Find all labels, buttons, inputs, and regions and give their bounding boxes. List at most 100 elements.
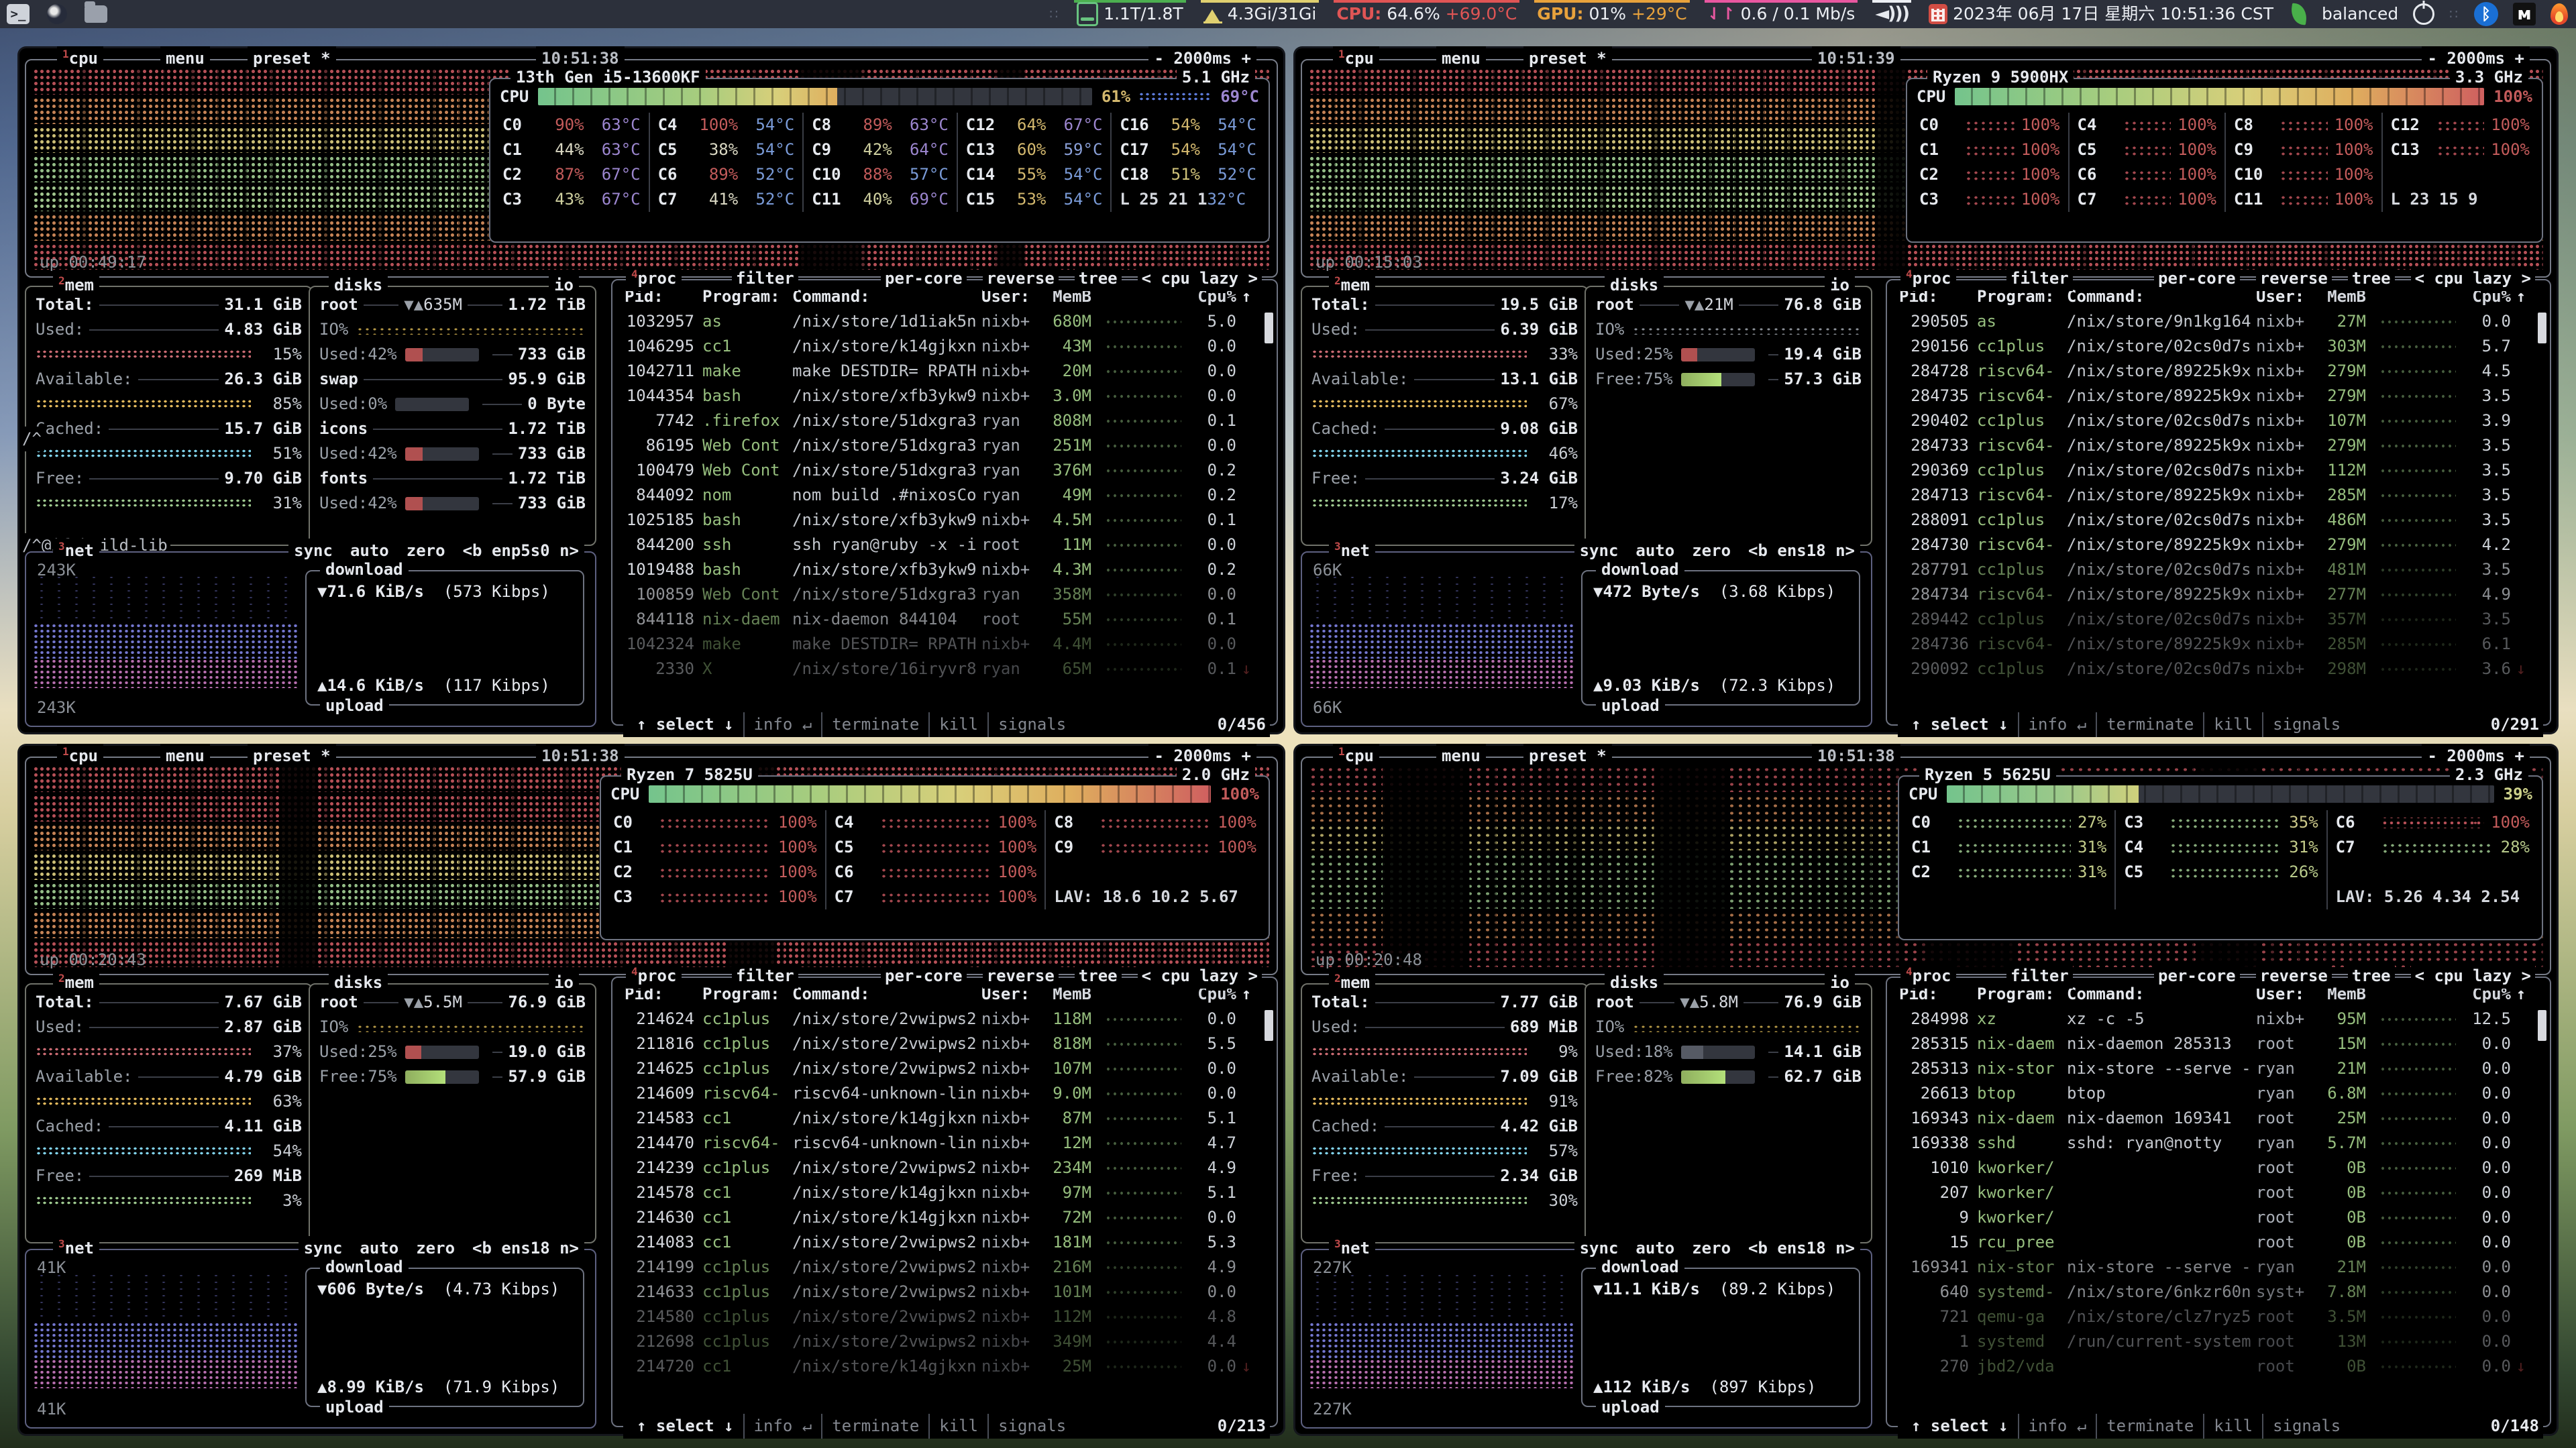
process-row[interactable]: 284728 riscv64- /nix/store/89225k9x nixb+ 27… xyxy=(1887,359,2550,384)
iface-prev-button[interactable]: <b xyxy=(462,541,492,560)
iface-prev-button[interactable]: <b xyxy=(1748,1239,1778,1258)
sort-next-button[interactable]: > xyxy=(1238,966,1258,985)
sort-next-button[interactable]: > xyxy=(2512,269,2531,288)
process-row[interactable]: 290505 as/nix/store/9n1kg164 nixb+ 27M 0.0 xyxy=(1887,309,2550,334)
process-row[interactable]: 284735 riscv64- /nix/store/89225k9x nixb+ 27… xyxy=(1887,384,2550,408)
process-row[interactable]: 169343 nix-daem nix-daemon 169341 root 25M 0.… xyxy=(1887,1106,2550,1131)
interval-minus-button[interactable]: - xyxy=(1154,746,1174,765)
proc-filter-button[interactable]: filter xyxy=(732,964,798,989)
io-mode-tab[interactable]: io xyxy=(549,273,579,298)
process-row[interactable]: 214083 cc1/nix/store/2vwipws2 nixb+ 181M 5.3 xyxy=(612,1230,1277,1255)
cpu-indicator[interactable]: CPU: 64.6% +69.0°C xyxy=(1334,0,1520,28)
process-row[interactable]: 721 qemu-ga/nix/store/clz7ryz5 root 3.5M 0.0 xyxy=(1887,1304,2550,1329)
process-row[interactable]: 212698 cc1plus/nix/store/2vwipws2 nixb+ 349… xyxy=(612,1329,1277,1354)
process-row[interactable]: 26613 btop btop ryan 6.8M 0.0 xyxy=(1887,1081,2550,1106)
process-row[interactable]: 100479 Web Cont/nix/store/51dxgra3 ryan 376… xyxy=(612,458,1277,483)
process-row[interactable]: 214580 cc1plus/nix/store/2vwipws2 nixb+ 112… xyxy=(612,1304,1277,1329)
process-row[interactable]: 284734 riscv64- /nix/store/89225k9x nixb+ 27… xyxy=(1887,582,2550,607)
clock-indicator[interactable]: 2023年 06月 17日 星期六 10:51:36 CST xyxy=(1926,0,2276,28)
process-row[interactable]: 1042324 make make DESTDIR= RPATH nixb+ 4.4M 0… xyxy=(612,632,1277,657)
sort-next-button[interactable]: > xyxy=(1238,269,1258,288)
process-row[interactable]: 7742 .firefox/nix/store/51dxgra3 ryan 808M 0… xyxy=(612,408,1277,433)
process-row[interactable]: 2330 X/nix/store/16iryvr8 ryan 65M 0.1 ↓ xyxy=(612,657,1277,681)
iface-prev-button[interactable]: <b xyxy=(1748,541,1778,560)
process-row[interactable]: 1042711 make make DESTDIR= RPATH nixb+ 20M 0.… xyxy=(612,359,1277,384)
info-action[interactable]: info ↵ xyxy=(743,712,822,737)
signals-action[interactable]: signals xyxy=(987,712,1075,737)
interval-plus-button[interactable]: + xyxy=(2505,746,2524,765)
volume-indicator[interactable]: ◄))) xyxy=(1872,0,1911,28)
process-row[interactable]: 214633 cc1plus/nix/store/2vwipws2 nixb+ 101… xyxy=(612,1280,1277,1304)
orb-icon[interactable] xyxy=(47,4,67,24)
process-row[interactable]: 284736 riscv64- /nix/store/89225k9x nixb+ 28… xyxy=(1887,632,2550,657)
process-row[interactable]: 290402 cc1plus/nix/store/02cs0d7s nixb+ 107… xyxy=(1887,408,2550,433)
process-row[interactable]: 15 rcu_pree root 0B 0.0 xyxy=(1887,1230,2550,1255)
proc-filter-button[interactable]: filter xyxy=(2006,266,2073,291)
net-interface-switcher[interactable]: <b ens18 n> xyxy=(472,1236,579,1261)
net-interface-switcher[interactable]: <b ens18 n> xyxy=(1748,1236,1855,1261)
process-row[interactable]: 214199 cc1plus/nix/store/2vwipws2 nixb+ 216… xyxy=(612,1255,1277,1280)
io-mode-tab[interactable]: io xyxy=(1825,970,1855,995)
proc-reverse-toggle[interactable]: reverse xyxy=(2255,964,2332,989)
folder-icon[interactable] xyxy=(85,1,107,23)
proc-sort-selector[interactable]: < cpu lazy > xyxy=(2410,266,2535,291)
proc-percore-toggle[interactable]: per-core xyxy=(2153,964,2240,989)
select-action[interactable]: ↑ select ↓ xyxy=(1902,712,2018,737)
process-row[interactable]: 290369 cc1plus/nix/store/02cs0d7s nixb+ 112… xyxy=(1887,458,2550,483)
net-auto-toggle[interactable]: auto xyxy=(1635,539,1674,563)
network-rate-indicator[interactable]: ⇃↾ 0.6 / 0.1 Mb/s xyxy=(1704,0,1858,28)
sort-prev-button[interactable]: < xyxy=(1141,966,1161,985)
preset-tab-tr[interactable]: preset * xyxy=(1523,46,1612,71)
interval-plus-button[interactable]: + xyxy=(1232,49,1251,68)
iface-next-button[interactable]: n> xyxy=(1825,1239,1855,1258)
process-row[interactable]: 100859 Web Cont/nix/store/51dxgra3 ryan 358… xyxy=(612,582,1277,607)
proc-percore-toggle[interactable]: per-core xyxy=(880,964,967,989)
flame-icon[interactable] xyxy=(2551,3,2568,25)
proc-percore-toggle[interactable]: per-core xyxy=(2153,266,2240,291)
proc-filter-button[interactable]: filter xyxy=(2006,964,2073,989)
proc-scrollbar-thumb[interactable] xyxy=(1265,1010,1273,1041)
process-row[interactable]: 285313 nix-stor nix-store --serve - ryan 21M… xyxy=(1887,1056,2550,1081)
sort-next-button[interactable]: > xyxy=(2512,966,2531,985)
process-row[interactable]: 284998 xz xz -c -5 nixb+ 95M 12.5 xyxy=(1887,1007,2550,1032)
process-row[interactable]: 287791 cc1plus/nix/store/02cs0d7s nixb+ 481… xyxy=(1887,557,2550,582)
iface-prev-button[interactable]: <b xyxy=(472,1239,502,1258)
net-zero-toggle[interactable]: zero xyxy=(1692,1236,1731,1261)
proc-scrollbar-thumb[interactable] xyxy=(2538,313,2546,343)
interval-minus-button[interactable]: - xyxy=(2427,49,2447,68)
sort-prev-button[interactable]: < xyxy=(1141,269,1161,288)
net-auto-toggle[interactable]: auto xyxy=(360,1236,398,1261)
proc-reverse-toggle[interactable]: reverse xyxy=(982,266,1059,291)
disk-usage-indicator[interactable]: 1.1T/1.8T xyxy=(1074,0,1187,28)
proc-tree-toggle[interactable]: tree xyxy=(1074,266,1122,291)
menu-tab-tl[interactable]: menu xyxy=(160,46,210,71)
io-mode-tab[interactable]: io xyxy=(549,970,579,995)
process-row[interactable]: 9 kworker/root 0B 0.0 xyxy=(1887,1205,2550,1230)
process-row[interactable]: 169338 sshd sshd: ryan@notty ryan 5.7M 0.0 xyxy=(1887,1131,2550,1156)
net-sync-toggle[interactable]: sync xyxy=(1579,541,1619,560)
net-auto-toggle[interactable]: auto xyxy=(1635,1236,1674,1261)
menu-tab-br[interactable]: menu xyxy=(1436,744,1486,769)
sort-prev-button[interactable]: < xyxy=(2414,966,2434,985)
process-row[interactable]: 214630 cc1/nix/store/k14gjkxn nixb+ 72M 0.0 xyxy=(612,1205,1277,1230)
kill-action[interactable]: kill xyxy=(928,712,987,737)
signals-action[interactable]: signals xyxy=(2262,712,2350,737)
proc-scrollbar-thumb[interactable] xyxy=(1265,313,1273,343)
preset-tab-br[interactable]: preset * xyxy=(1523,744,1612,769)
menu-tab-bl[interactable]: menu xyxy=(160,744,210,769)
process-row[interactable]: 844092 nom nom build .#nixosCo ryan 49M 0.2 xyxy=(612,483,1277,508)
proc-filter-button[interactable]: filter xyxy=(732,266,798,291)
process-row[interactable]: 284733 riscv64- /nix/store/89225k9x nixb+ 27… xyxy=(1887,433,2550,458)
proc-reverse-toggle[interactable]: reverse xyxy=(2255,266,2332,291)
process-row[interactable]: 1032957 as/nix/store/1d1iak5n nixb+ 680M 5.0 xyxy=(612,309,1277,334)
process-row[interactable]: 290092 cc1plus/nix/store/02cs0d7s nixb+ 298… xyxy=(1887,657,2550,681)
interval-minus-button[interactable]: - xyxy=(1154,49,1174,68)
interval-plus-button[interactable]: + xyxy=(1232,746,1251,765)
kill-action[interactable]: kill xyxy=(2203,1414,2262,1439)
terminate-action[interactable]: terminate xyxy=(2096,1414,2203,1439)
proc-tree-toggle[interactable]: tree xyxy=(2347,266,2395,291)
process-row[interactable]: 86195 Web Cont/nix/store/51dxgra3 ryan 251M… xyxy=(612,433,1277,458)
process-row[interactable]: 284730 riscv64- /nix/store/89225k9x nixb+ 27… xyxy=(1887,533,2550,557)
net-interface-switcher[interactable]: <b ens18 n> xyxy=(1748,539,1855,563)
terminate-action[interactable]: terminate xyxy=(821,1414,928,1439)
